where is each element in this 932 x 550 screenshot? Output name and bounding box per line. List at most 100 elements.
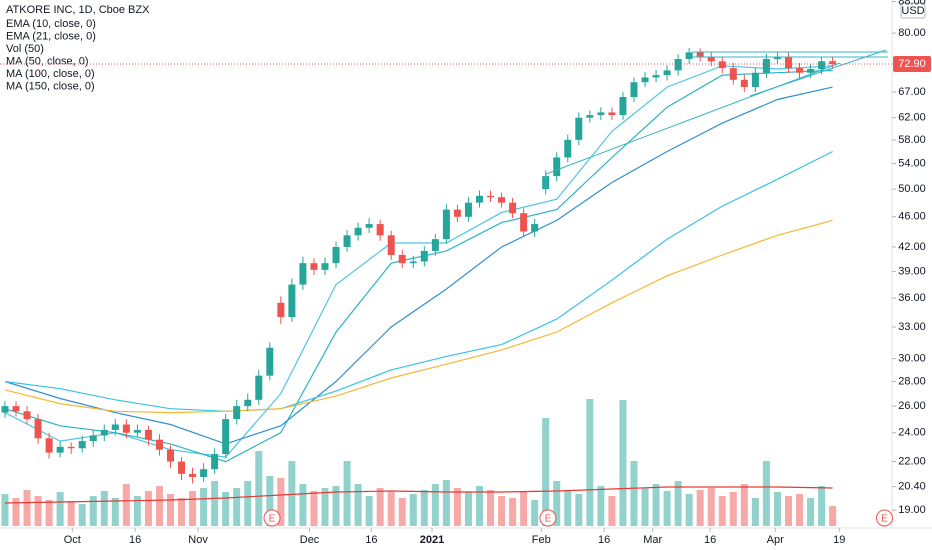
candle-body: [266, 347, 274, 376]
y-tick-label: 67.00: [898, 86, 926, 98]
volume-bar: [222, 492, 230, 526]
candle-body: [718, 61, 726, 69]
x-tick-label: Feb: [532, 534, 551, 546]
currency-box[interactable]: [900, 2, 926, 19]
candle-body: [200, 469, 208, 477]
volume-bar: [255, 451, 263, 526]
candle-body: [685, 52, 693, 60]
volume-bar: [133, 496, 141, 526]
y-tick-label: 19.00: [898, 504, 926, 516]
volume-bar: [442, 480, 450, 526]
indicator-line: [4, 219, 833, 414]
volume-bar: [696, 490, 704, 526]
volume-bar: [122, 484, 130, 526]
x-tick-label: 16: [598, 534, 610, 546]
candle-body: [475, 195, 483, 203]
y-tick-label: 50.00: [898, 183, 926, 195]
volume-bar: [608, 496, 616, 526]
candle-body: [299, 263, 307, 285]
volume-bar: [321, 488, 329, 526]
candle-body: [12, 406, 20, 412]
candle-body: [818, 61, 826, 70]
candle-body: [751, 72, 759, 88]
candle-body: [398, 254, 406, 264]
candle-body: [784, 56, 792, 69]
y-tick-label: 30.00: [898, 353, 926, 365]
candle-body: [45, 438, 53, 453]
y-tick-label: 42.00: [898, 241, 926, 253]
y-tick-label: 58.00: [898, 134, 926, 146]
indicator-line: [4, 65, 833, 458]
y-tick-label: 62.00: [898, 112, 926, 124]
candle-body: [144, 429, 152, 440]
volume-bar: [398, 498, 406, 526]
candle-body: [155, 439, 163, 450]
last-price-label: 72.90: [898, 58, 926, 70]
volume-bar: [663, 491, 671, 526]
x-tick-label: Apr: [767, 534, 784, 546]
candle-body: [464, 202, 472, 217]
candle-body: [663, 70, 671, 76]
volume-bar: [796, 494, 804, 526]
volume-bar: [45, 500, 53, 526]
volume-bar: [34, 496, 42, 526]
lines-layer: [4, 65, 833, 504]
earnings-label: E: [269, 514, 276, 525]
candle-body: [531, 224, 539, 232]
volume-bar: [299, 484, 307, 526]
volume-bar: [597, 486, 605, 526]
last-price-box: [893, 55, 931, 72]
volume-bar: [762, 461, 770, 526]
candle-body: [354, 227, 362, 236]
volume-bar: [332, 486, 340, 526]
volume-bar: [387, 492, 395, 526]
legend-entry: MA (100, close, 0): [6, 68, 95, 80]
volume-bar: [12, 498, 20, 526]
candle-body: [553, 157, 561, 177]
x-tick-label: Nov: [188, 534, 208, 546]
candle-body: [211, 454, 219, 470]
indicator-line: [4, 150, 833, 412]
volume-bar: [354, 484, 362, 526]
legend-entry: EMA (21, close, 0): [6, 30, 96, 42]
y-tick-label: 88.00: [898, 0, 926, 7]
candle-body: [1, 406, 9, 413]
candle-body: [111, 424, 119, 430]
candle-body: [796, 68, 804, 73]
earnings-label: E: [545, 514, 552, 525]
candle-body: [762, 59, 770, 73]
trendline: [545, 62, 841, 175]
volume-bar: [542, 418, 550, 526]
volume-bar: [244, 481, 252, 526]
candle-body: [277, 302, 285, 318]
candle-body: [89, 435, 97, 442]
earnings-marker: [875, 509, 893, 527]
volume-bar: [729, 492, 737, 526]
candle-body: [321, 263, 329, 270]
y-tick-label: 28.00: [898, 375, 926, 387]
candle-body: [23, 411, 31, 420]
candle-body: [696, 52, 704, 57]
earnings-marker: [539, 509, 557, 527]
x-tick-label: Dec: [300, 534, 320, 546]
y-tick-label: 80.00: [898, 27, 926, 39]
candle-body: [619, 96, 627, 116]
volume-bar: [487, 490, 495, 526]
y-tick-label: 46.00: [898, 211, 926, 223]
legend: ATKORE INC, 1D, Cboe BZX EMA (10, close,…: [6, 4, 150, 93]
candle-body: [487, 195, 495, 198]
candle-body: [608, 112, 616, 116]
candle-body: [56, 446, 64, 453]
x-tick-label: 2021: [420, 534, 444, 546]
volume-bar: [288, 461, 296, 526]
indicator-line: [4, 69, 833, 463]
volume-bar: [100, 491, 108, 526]
y-tick-label: 22.00: [898, 455, 926, 467]
volume-bar: [277, 478, 285, 526]
volume-bar: [475, 486, 483, 526]
volume-bar: [464, 492, 472, 526]
candle-body: [740, 79, 748, 88]
candle-body: [166, 449, 174, 462]
candle-body: [288, 284, 296, 318]
candle-body: [674, 59, 682, 71]
